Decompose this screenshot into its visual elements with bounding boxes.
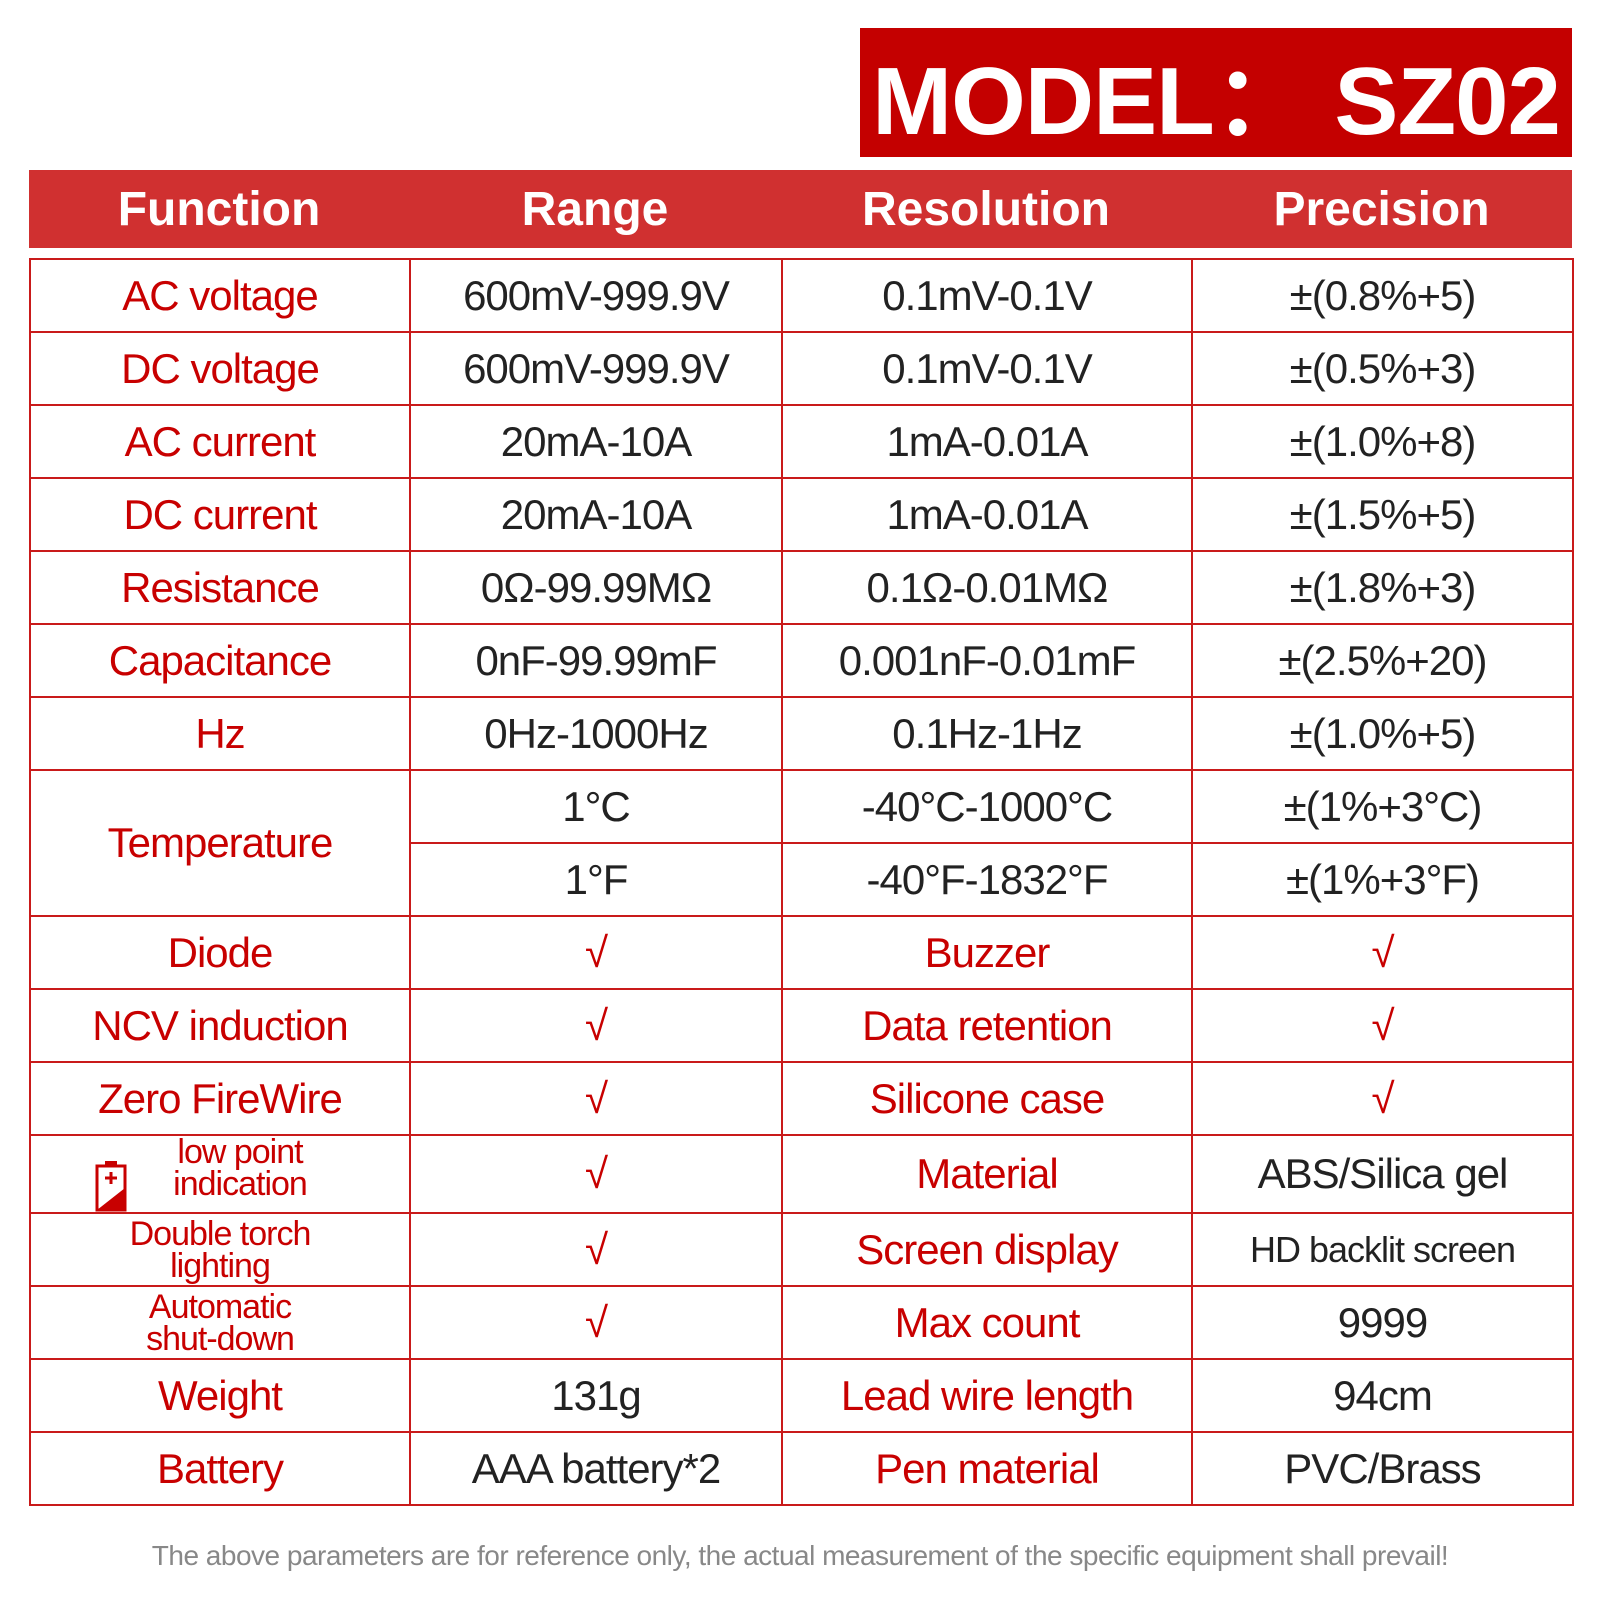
table-row: NCV induction √ Data retention √ bbox=[29, 988, 1574, 1063]
table-row: Capacitance 0nF-99.99mF 0.001nF-0.01mF ±(2.… bbox=[29, 623, 1574, 698]
table-cell: 0.001nF-0.01mF bbox=[781, 623, 1193, 698]
table-cell: ±(1.0%+5) bbox=[1191, 696, 1574, 771]
column-header: Precision bbox=[1273, 182, 1490, 236]
table-cell: -40°C-1000°C bbox=[781, 769, 1193, 844]
table-cell: 1mA-0.01A bbox=[781, 404, 1193, 479]
table-row: Double torch lighting √ Screen display HD b… bbox=[29, 1212, 1574, 1288]
table-cell: √ bbox=[409, 1285, 783, 1361]
table-cell: √ bbox=[409, 988, 783, 1063]
table-cell: 9999 bbox=[1191, 1285, 1574, 1361]
table-cell: √ bbox=[1191, 1061, 1574, 1136]
table-cell: ±(1.8%+3) bbox=[1191, 550, 1574, 625]
table-row: Hz 0Hz-1000Hz 0.1Hz-1Hz ±(1.0%+5) bbox=[29, 696, 1574, 771]
table-cell: Hz bbox=[29, 696, 411, 771]
table-cell: √ bbox=[409, 1212, 783, 1288]
table-cell: √ bbox=[1191, 988, 1574, 1063]
table-cell: 20mA-10A bbox=[409, 477, 783, 552]
footer-note: The above parameters are for reference o… bbox=[151, 1540, 1449, 1571]
table-cell: PVC/Brass bbox=[1191, 1431, 1574, 1507]
table-cell: Diode bbox=[29, 915, 411, 990]
header-row: Function Range Resolution Precision bbox=[29, 170, 1572, 248]
table-cell: AAA battery*2 bbox=[409, 1431, 783, 1507]
table-row: DC voltage 600mV-999.9V 0.1mV-0.1V ±(0.5%+3… bbox=[29, 331, 1574, 406]
table-cell: -40°F-1832°F bbox=[781, 842, 1193, 917]
table-cell: 0.1mV-0.1V bbox=[781, 331, 1193, 406]
table-row: Temperature 1°C -40°C-1000°C ±(1%+3°C) bbox=[29, 769, 1574, 917]
table-cell: ±(2.5%+20) bbox=[1191, 623, 1574, 698]
table-row: low point indication √ Material ABS/Silica … bbox=[29, 1133, 1574, 1215]
table-cell: DC voltage bbox=[29, 331, 411, 406]
table-cell: ±(0.5%+3) bbox=[1191, 331, 1574, 406]
table-cell: Pen material bbox=[781, 1431, 1193, 1507]
table-row: Weight 131g Lead wire length 94cm bbox=[29, 1358, 1574, 1434]
table-cell: Silicone case bbox=[781, 1061, 1193, 1136]
table-cell: 0Ω-99.99MΩ bbox=[409, 550, 783, 625]
table-row: Resistance 0Ω-99.99MΩ 0.1Ω-0.01MΩ ±(1.8%+3) bbox=[29, 550, 1574, 625]
table-cell: Double torch lighting bbox=[29, 1212, 411, 1288]
table-cell: √ bbox=[409, 915, 783, 990]
cell-text: Automatic shut-down bbox=[146, 1287, 295, 1358]
spec-table: AC voltage 600mV-999.9V 0.1mV-0.1V ±(0.8%+5… bbox=[29, 258, 1574, 1507]
table-cell: 0.1Hz-1Hz bbox=[781, 696, 1193, 771]
table-cell: Material bbox=[781, 1133, 1193, 1215]
table-cell: Weight bbox=[29, 1358, 411, 1434]
table-cell: 0.1Ω-0.01MΩ bbox=[781, 550, 1193, 625]
table-cell: 600mV-999.9V bbox=[409, 331, 783, 406]
table-cell: Data retention bbox=[781, 988, 1193, 1063]
model-banner: MODEL： SZ02 bbox=[860, 28, 1572, 157]
table-cell: Screen display bbox=[781, 1212, 1193, 1288]
cell-text: Double torch lighting bbox=[129, 1214, 312, 1285]
table-cell: ±(1.0%+8) bbox=[1191, 404, 1574, 479]
table-row: Zero FireWire √ Silicone case √ bbox=[29, 1061, 1574, 1136]
table-cell: Automatic shut-down bbox=[29, 1285, 411, 1361]
table-cell: Resistance bbox=[29, 550, 411, 625]
table-cell: AC voltage bbox=[29, 258, 411, 333]
table-row: Automatic shut-down √ Max count 9999 bbox=[29, 1285, 1574, 1361]
table-cell: ±(1.5%+5) bbox=[1191, 477, 1574, 552]
table-cell: Temperature bbox=[29, 769, 411, 917]
table-cell: NCV induction bbox=[29, 988, 411, 1063]
table-cell: ±(0.8%+5) bbox=[1191, 258, 1574, 333]
table-cell: Max count bbox=[781, 1285, 1193, 1361]
table-cell: 1°C bbox=[409, 769, 783, 844]
table-cell: Capacitance bbox=[29, 623, 411, 698]
table-cell: low point indication bbox=[29, 1133, 411, 1215]
table-cell: ±(1%+3°F) bbox=[1191, 842, 1574, 917]
table-cell: ABS/Silica gel bbox=[1191, 1133, 1574, 1215]
table-cell: Lead wire length bbox=[781, 1358, 1193, 1434]
table-cell: Zero FireWire bbox=[29, 1061, 411, 1136]
table-cell: Battery bbox=[29, 1431, 411, 1507]
cell-text: low point indication bbox=[173, 1133, 308, 1203]
table-cell: HD backlit screen bbox=[1191, 1212, 1574, 1288]
table-cell: √ bbox=[409, 1133, 783, 1215]
table-cell: 20mA-10A bbox=[409, 404, 783, 479]
table-cell: ±(1%+3°C) bbox=[1191, 769, 1574, 844]
table-cell: 0Hz-1000Hz bbox=[409, 696, 783, 771]
table-cell: 131g bbox=[409, 1358, 783, 1434]
table-cell: √ bbox=[409, 1061, 783, 1136]
table-cell: 0.1mV-0.1V bbox=[781, 258, 1193, 333]
table-row: Battery AAA battery*2 Pen material PVC/Bras… bbox=[29, 1431, 1574, 1507]
table-row: DC current 20mA-10A 1mA-0.01A ±(1.5%+5) bbox=[29, 477, 1574, 552]
table-cell: 1mA-0.01A bbox=[781, 477, 1193, 552]
column-header: Resolution bbox=[862, 182, 1110, 236]
table-row: 1°F -40°F-1832°F ±(1%+3°F) bbox=[30, 842, 1574, 917]
table-cell: √ bbox=[1191, 915, 1574, 990]
column-header: Function bbox=[117, 182, 321, 236]
table-row: Diode √ Buzzer √ bbox=[29, 915, 1574, 990]
table-cell: 0nF-99.99mF bbox=[409, 623, 783, 698]
battery-icon bbox=[95, 1161, 127, 1212]
table-cell: 1°F bbox=[409, 842, 783, 917]
table-cell: AC current bbox=[29, 404, 411, 479]
table-cell: DC current bbox=[29, 477, 411, 552]
column-header: Range bbox=[521, 182, 669, 236]
table-cell: 600mV-999.9V bbox=[409, 258, 783, 333]
table-cell: 94cm bbox=[1191, 1358, 1574, 1434]
table-row: AC voltage 600mV-999.9V 0.1mV-0.1V ±(0.8%+5… bbox=[29, 258, 1574, 333]
table-row: AC current 20mA-10A 1mA-0.01A ±(1.0%+8) bbox=[29, 404, 1574, 479]
table-cell: Buzzer bbox=[781, 915, 1193, 990]
